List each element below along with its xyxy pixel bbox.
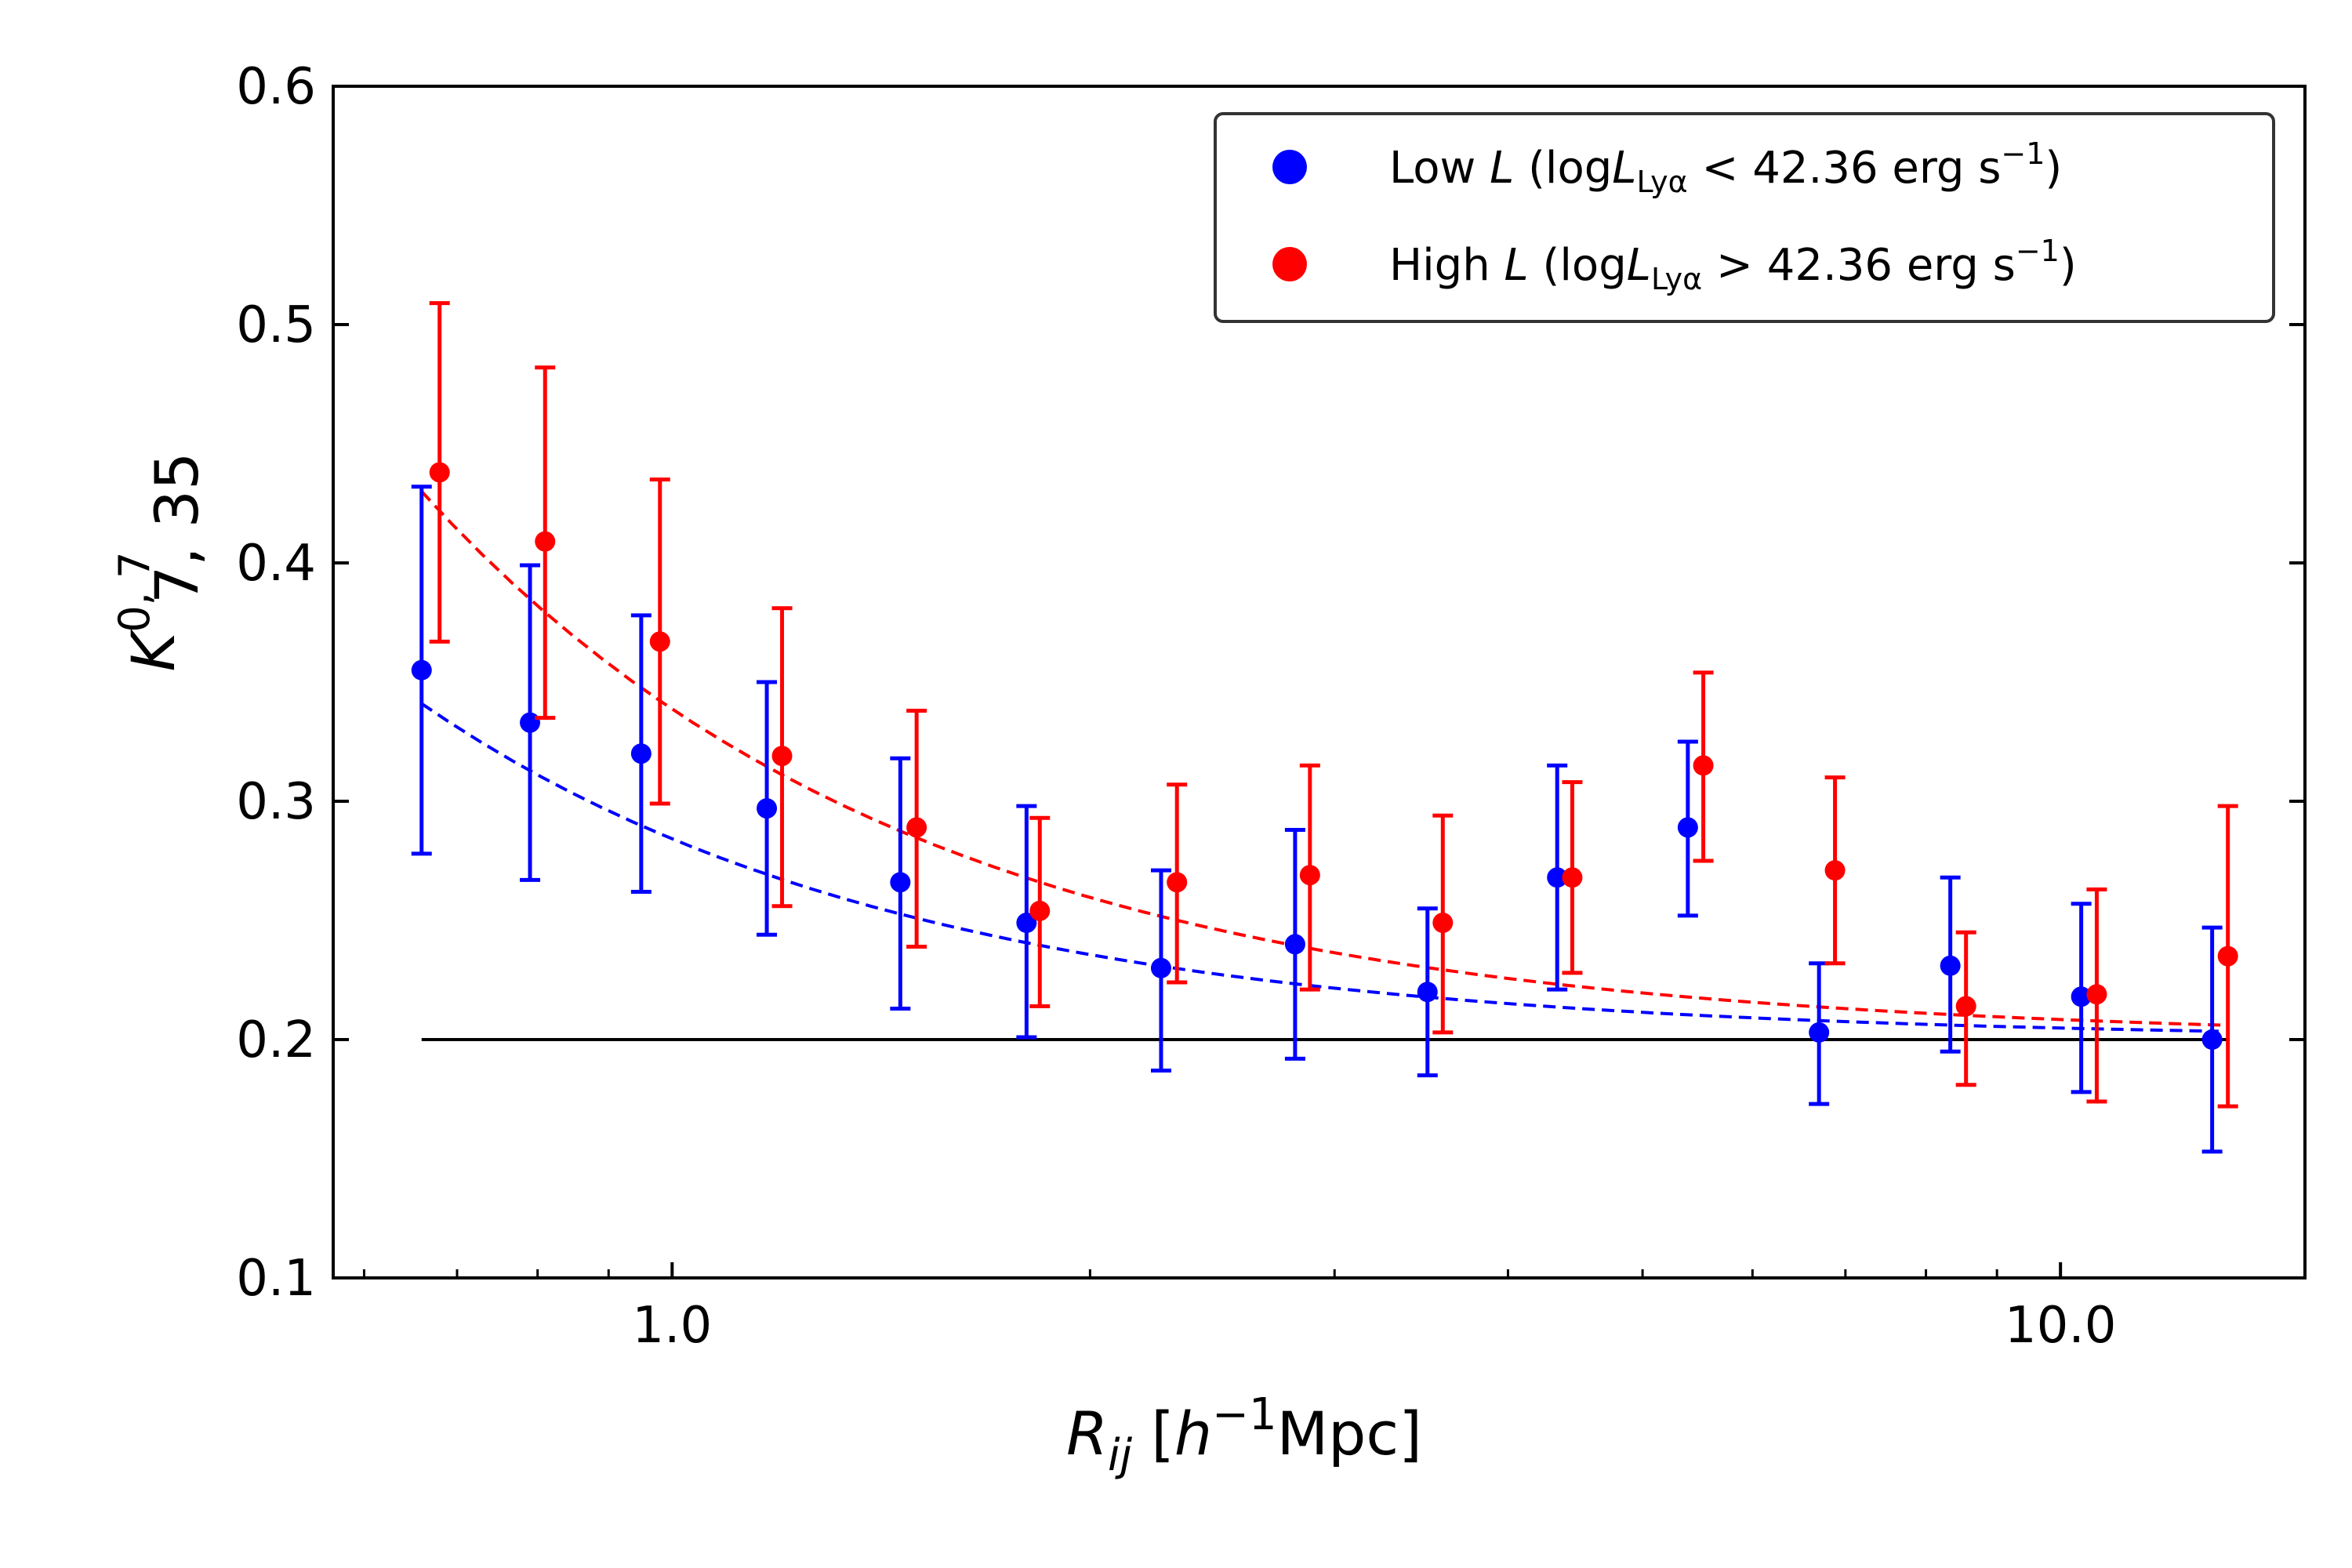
y-label-sub: 7, 35	[142, 452, 212, 604]
data-point-low	[2201, 1029, 2223, 1050]
y-tick-label: 0.6	[236, 58, 316, 116]
x-tick-label: 1.0	[632, 1297, 712, 1355]
data-point-high	[1299, 865, 1320, 886]
data-point-low	[1547, 867, 1568, 888]
data-point-low	[1016, 913, 1037, 934]
data-point-high	[649, 631, 670, 652]
data-point-high	[906, 817, 927, 838]
x-label-unit: Mpc]	[1277, 1399, 1422, 1468]
data-point-high	[1029, 900, 1051, 921]
data-point-low	[1677, 817, 1698, 838]
data-point-low	[1284, 934, 1305, 955]
x-tick-label: 10.0	[2005, 1297, 2117, 1355]
y-label-main: K	[118, 628, 188, 671]
data-point-high	[2086, 984, 2107, 1005]
plot-frame	[332, 85, 2307, 1279]
fit-curve-high	[420, 490, 2228, 1027]
legend: Low L (logLLyα < 42.36 erg s−1) High L (…	[1214, 112, 2275, 323]
data-point-low	[2071, 986, 2092, 1007]
data-point-low	[630, 743, 652, 764]
data-point-low	[1809, 1022, 1830, 1043]
data-point-high	[2217, 946, 2238, 967]
data-point-high	[1693, 755, 1714, 776]
data-point-low	[411, 659, 432, 681]
plot-area: 0.1 0.2 0.3 0.4 0.5 0.6 1.0 10.0	[236, 58, 2307, 1355]
y-tick-label: 0.5	[236, 296, 316, 354]
y-label-sup: 0, 7	[110, 552, 159, 633]
data-point-low	[1417, 982, 1438, 1003]
data-point-low	[1150, 957, 1171, 978]
data-point-high	[1955, 996, 1976, 1017]
y-tick-label: 0.2	[236, 1011, 316, 1069]
x-label-sup: −1	[1212, 1389, 1277, 1440]
y-tick-label: 0.4	[236, 535, 316, 593]
legend-label-low: Low L (logLLyα < 42.36 erg s−1)	[1389, 136, 2062, 199]
data-point-high	[1824, 860, 1846, 881]
data-point-high	[771, 746, 793, 767]
legend-marker-high	[1272, 247, 1307, 281]
data-point-high	[1432, 913, 1454, 934]
data-point-high	[535, 531, 556, 552]
legend-box	[1214, 112, 2275, 323]
data-point-high	[1562, 867, 1583, 888]
fit-curve-low	[420, 702, 2219, 1033]
legend-label-high: High L (logLLyα > 42.36 erg s−1)	[1389, 234, 2077, 296]
y-axis-label: K0, 7 7, 35	[110, 452, 212, 672]
x-label-main: R	[1066, 1399, 1108, 1468]
data-point-high	[1167, 872, 1188, 893]
data-point-low	[520, 712, 541, 733]
legend-marker-low	[1272, 150, 1307, 184]
x-label-open: [	[1132, 1399, 1174, 1468]
data-point-high	[429, 462, 450, 483]
data-point-low	[890, 872, 911, 893]
y-tick-label: 0.1	[236, 1250, 316, 1308]
y-tick-label: 0.3	[236, 773, 316, 831]
data-point-low	[757, 798, 778, 819]
x-axis-label: Rij [h−1Mpc]	[1066, 1389, 1422, 1481]
svg-text:K0, 7: K0, 7	[110, 552, 188, 672]
data-point-low	[1940, 955, 1961, 976]
x-label-sub: ij	[1108, 1430, 1133, 1481]
x-label-h: h	[1174, 1399, 1212, 1468]
